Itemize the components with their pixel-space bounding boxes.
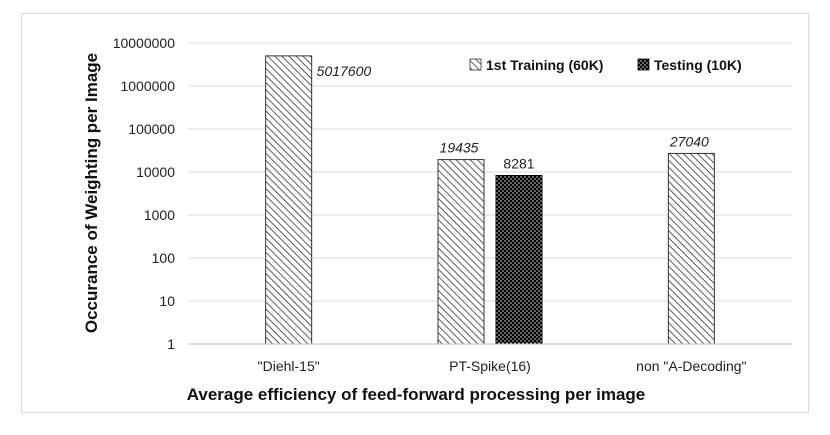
y-tick-label: 10000	[136, 164, 175, 180]
legend-label-training: 1st Training (60K)	[486, 57, 603, 73]
x-category-label: non "A-Decoding"	[636, 358, 746, 374]
bar-training-1[interactable]	[437, 159, 485, 345]
y-tick-label: 100	[152, 250, 176, 266]
y-tick-label: 1000000	[120, 78, 175, 94]
data-labels: 5017600 19435 8281 27040	[317, 63, 709, 172]
y-tick-label: 10000000	[113, 35, 176, 51]
bars	[265, 55, 715, 345]
x-axis-categories: "Diehl-15" PT-Spike(16) non "A-Decoding"	[258, 358, 747, 374]
y-tick-label: 100000	[128, 121, 175, 137]
data-label: 8281	[503, 156, 534, 172]
legend-label-testing: Testing (10K)	[654, 57, 742, 73]
x-category-label: PT-Spike(16)	[449, 358, 531, 374]
legend-swatch-testing	[637, 58, 650, 71]
y-tick-label: 1000	[144, 207, 175, 223]
data-label: 27040	[669, 133, 709, 149]
legend[interactable]: 1st Training (60K) Testing (10K)	[469, 57, 742, 73]
data-label: 19435	[440, 140, 479, 156]
y-tick-label: 10	[159, 293, 175, 309]
y-axis-ticks: 10000000 1000000 100000 10000 1000 100 10 1	[113, 35, 176, 352]
x-category-label: "Diehl-15"	[258, 358, 320, 374]
bar-training-0[interactable]	[265, 55, 313, 345]
data-label: 5017600	[317, 63, 372, 79]
x-axis-title: Average efficiency of feed-forward proce…	[187, 385, 646, 404]
y-axis-title: Occurance of Weighting per Image	[82, 53, 101, 333]
bar-testing-1[interactable]	[495, 175, 543, 345]
bar-training-2[interactable]	[667, 152, 715, 345]
y-tick-label: 1	[167, 336, 175, 352]
legend-swatch-training	[469, 58, 482, 71]
